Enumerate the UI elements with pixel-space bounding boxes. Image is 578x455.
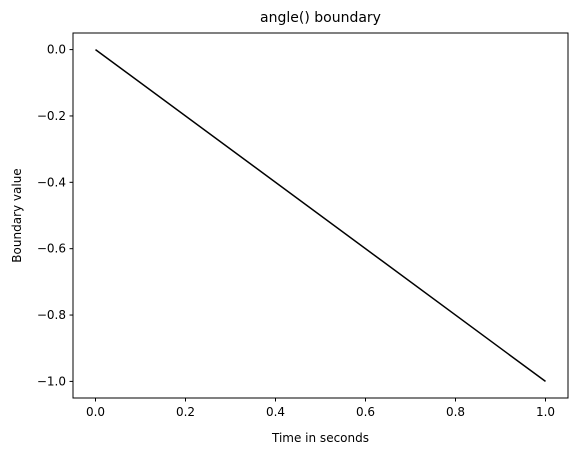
plot-frame <box>72 32 569 399</box>
x-tick-label: 1.0 <box>536 405 555 419</box>
y-tick-label: 0.0 <box>47 43 66 57</box>
y-tick-label: −0.4 <box>37 175 66 189</box>
y-tick-label: −0.8 <box>37 308 66 322</box>
x-axis-ticks: 0.0 0.2 0.4 0.6 0.8 1.0 <box>86 398 555 419</box>
series-layer <box>95 48 546 383</box>
x-tick-label: 0.6 <box>356 405 375 419</box>
chart-title: angle() boundary <box>260 10 381 26</box>
y-tick-label: −0.6 <box>37 242 66 256</box>
series-line <box>95 48 546 383</box>
x-tick-label: 0.8 <box>446 405 465 419</box>
y-tick-label: −0.2 <box>37 109 66 123</box>
x-tick-label: 0.2 <box>176 405 195 419</box>
y-axis-ticks: 0.0 −0.2 −0.4 −0.6 −0.8 −1.0 <box>37 43 73 388</box>
x-tick-label: 0.4 <box>266 405 285 419</box>
x-tick-label: 0.0 <box>86 405 105 419</box>
x-axis-label: Time in seconds <box>271 431 369 445</box>
y-tick-label: −1.0 <box>37 374 66 388</box>
y-axis-label: Boundary value <box>10 168 24 262</box>
